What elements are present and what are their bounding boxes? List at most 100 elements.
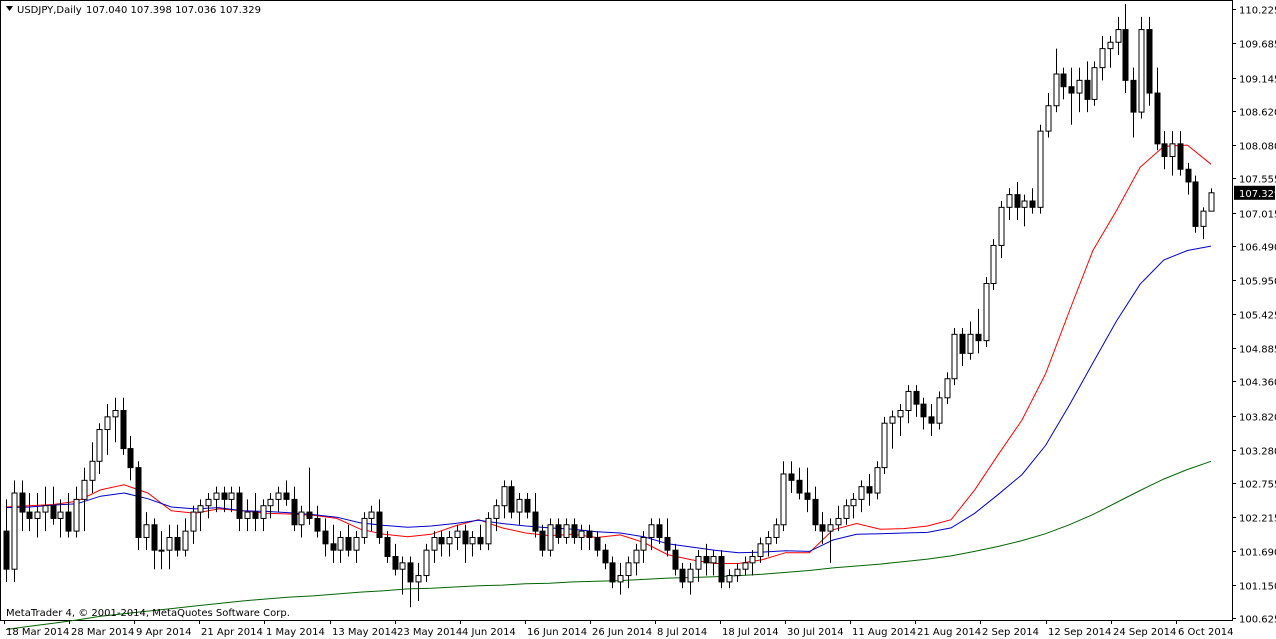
candle-body-bear	[392, 556, 399, 570]
chevron-down-icon[interactable]	[6, 6, 13, 11]
candle-body-bear	[1154, 92, 1161, 145]
candle-body-bear	[1122, 29, 1129, 81]
candle	[151, 518, 158, 570]
candle	[477, 524, 484, 551]
candle-body-bear	[236, 492, 243, 519]
candle-body-bull	[1169, 143, 1176, 158]
candle-body-bull	[1115, 29, 1122, 43]
candle-body-bear	[19, 492, 26, 513]
candle	[19, 480, 26, 532]
candle	[866, 473, 873, 506]
candle-body-bull	[89, 460, 96, 481]
candle	[399, 556, 406, 595]
candle	[1099, 35, 1106, 81]
candle-body-bear	[928, 416, 935, 424]
candle	[407, 556, 414, 608]
candle	[392, 543, 399, 576]
x-tick-label: 26 Jun 2014	[592, 627, 652, 638]
candle-body-bull	[757, 543, 764, 558]
y-tick-label: 105.425	[1239, 311, 1276, 322]
candle	[462, 524, 469, 563]
copyright-label: MetaTrader 4, © 2001-2014, MetaQuotes So…	[6, 608, 290, 619]
candle	[1029, 188, 1036, 214]
current-price-box	[1234, 185, 1275, 200]
candle-body-bull	[399, 562, 406, 570]
candle	[89, 442, 96, 494]
candle-body-bear	[913, 390, 920, 405]
candle-body-bull	[166, 536, 173, 551]
candle	[57, 499, 64, 538]
candle	[26, 493, 33, 532]
candle-body-bull	[493, 505, 500, 519]
candle-body-bull	[843, 505, 850, 519]
candle	[213, 486, 220, 513]
price-axis: 110.225 109.685 109.145 108.620 108.080 107.5…	[1232, 6, 1276, 626]
plot-frame	[0, 0, 1233, 621]
candle	[951, 327, 958, 386]
candle-body-bear	[1185, 168, 1192, 183]
candle-body-bull	[11, 492, 18, 570]
candle	[936, 391, 943, 430]
x-tick-label: 21 Apr 2014	[201, 627, 263, 638]
candle-body-bull	[112, 409, 119, 418]
y-tick-label: 101.690	[1239, 548, 1276, 559]
candle-body-bear	[609, 562, 616, 583]
candle-body-bear	[477, 536, 484, 545]
candle	[1130, 67, 1137, 138]
candle	[1169, 131, 1176, 176]
candle	[524, 493, 531, 519]
y-tick-label: 108.080	[1239, 142, 1276, 153]
candle	[322, 518, 329, 557]
candle-body-bear	[975, 333, 982, 342]
candle	[571, 518, 578, 544]
candle-body-bear	[703, 556, 710, 564]
y-tick-label: 107.555	[1239, 175, 1276, 186]
x-tick-label: 12 Sep 2014	[1048, 627, 1111, 638]
candle-body-bull	[158, 549, 165, 552]
candle-body-bull	[446, 536, 453, 545]
candle-body-bull	[81, 479, 88, 500]
candle-body-bear	[1084, 79, 1091, 100]
candle	[283, 480, 290, 506]
y-tick-label: 109.145	[1239, 75, 1276, 86]
candle	[602, 543, 609, 570]
candle-body-bear	[1177, 143, 1184, 170]
candle-body-bull	[967, 333, 974, 354]
candle-body-bear	[283, 492, 290, 500]
candle	[50, 486, 57, 525]
candle-body-bull	[936, 397, 943, 424]
candle-body-bull	[228, 492, 235, 500]
candle-body-bull	[415, 575, 422, 583]
candle-body-bull	[695, 556, 702, 570]
candle-body-bear	[462, 530, 469, 545]
candle	[796, 467, 803, 500]
candle	[228, 486, 235, 513]
candle-body-bull	[197, 505, 204, 513]
candle-body-bull	[34, 511, 41, 519]
candle	[34, 493, 41, 538]
candle-body-bear	[508, 486, 515, 513]
candle	[127, 435, 134, 481]
current-price-label: 107.329	[1239, 189, 1276, 200]
candle-body-bull	[726, 575, 733, 583]
candle-body-bear	[1130, 79, 1137, 113]
candle	[330, 524, 337, 563]
candle-body-bear	[796, 479, 803, 494]
ohlc-label: 107.040 107.398 107.036 107.329	[86, 5, 261, 16]
candle-body-bull	[368, 511, 375, 519]
y-tick-label: 104.360	[1239, 378, 1276, 389]
candle	[260, 499, 267, 532]
candle-body-bear	[679, 568, 686, 583]
candle-body-bull	[1107, 41, 1114, 50]
candle-body-bull	[944, 378, 951, 399]
y-tick-label: 107.015	[1239, 210, 1276, 221]
candle	[780, 461, 787, 532]
candle-body-bull	[773, 524, 780, 538]
candle-body-bear	[314, 517, 321, 532]
candle	[438, 531, 445, 557]
candle-body-bull	[353, 536, 360, 551]
candle	[96, 423, 103, 474]
